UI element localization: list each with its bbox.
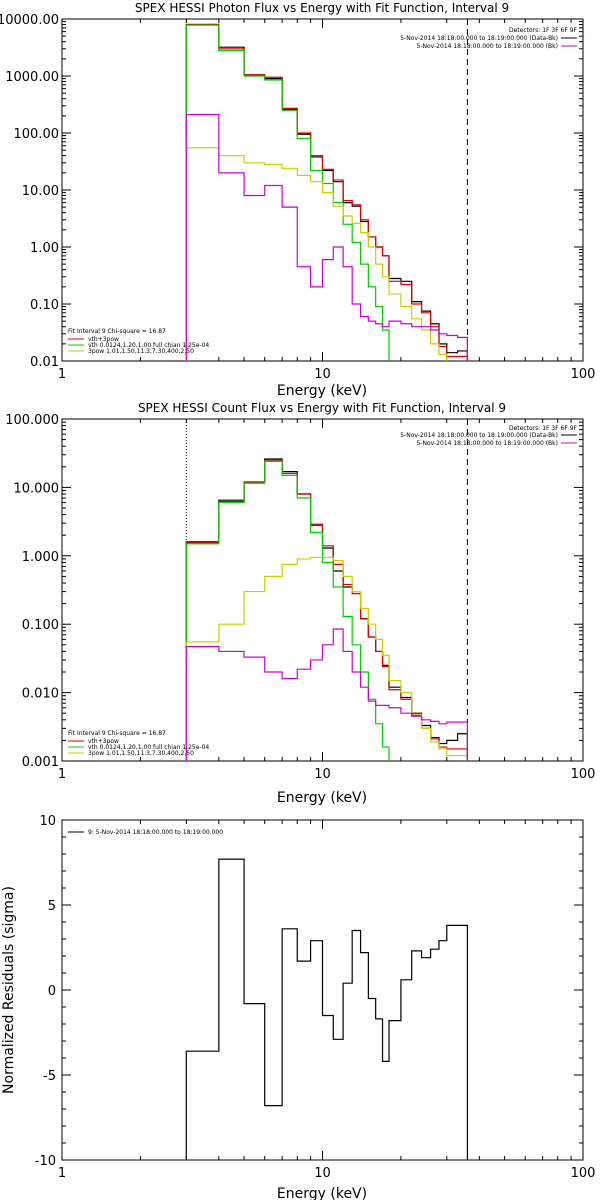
photon-flux-panel: SPEX HESSI Photon Flux vs Energy with Fi… bbox=[0, 1, 595, 399]
y-tick-label: 1.000 bbox=[22, 550, 59, 565]
series-3-line bbox=[185, 556, 469, 761]
legend-right: 5-Nov-2014 18:18:00.000 to 18:19:00.000 … bbox=[400, 35, 577, 50]
photon-flux-xlabel: Energy (keV) bbox=[277, 383, 367, 399]
y-tick-label: 10.00 bbox=[22, 184, 59, 199]
y-tick-label: 0.01 bbox=[30, 355, 59, 370]
legend-right-entry: 5-Nov-2014 18:18:00.000 to 18:19:00.000 … bbox=[400, 35, 558, 42]
legend-left-entry: vth+3pow bbox=[88, 738, 119, 745]
legend-left-entry: vth 0.0124,1.20,1.00 full chian 1.25e-04 bbox=[88, 342, 209, 349]
x-tick-label: 10 bbox=[314, 767, 331, 782]
residuals-ylabel: Normalized Residuals (sigma) bbox=[1, 886, 17, 1094]
y-tick-label: 0.10 bbox=[30, 298, 59, 313]
y-tick-label: 0.001 bbox=[22, 755, 59, 770]
y-tick-label: -10 bbox=[35, 1154, 56, 1169]
y-tick-label: 5 bbox=[48, 899, 56, 914]
residuals-panel: Energy (keV) Normalized Residuals (sigma… bbox=[1, 814, 595, 1200]
legend-right-entry: 5-Nov-2014 18:18:00.000 to 18:19:00.000 … bbox=[416, 43, 558, 50]
plot-frame bbox=[61, 418, 584, 762]
count-flux-panel: SPEX HESSI Count Flux vs Energy with Fit… bbox=[5, 401, 595, 806]
legend-left-entry: Fit Interval 9 Chi-square = 16.87 bbox=[68, 730, 166, 737]
legend-left-entry: vth 0.0124,1.20,1.00 full chian 1.25e-04 bbox=[88, 744, 209, 751]
series-group bbox=[185, 858, 469, 1160]
series-group bbox=[185, 23, 469, 361]
residuals-xlabel: Energy (keV) bbox=[277, 1186, 367, 1200]
legend-left: 9: 5-Nov-2014 18:18:00.000 to 18:19:00.0… bbox=[68, 829, 223, 836]
y-tick-label: -5 bbox=[43, 1069, 56, 1084]
x-tick-label: 10 bbox=[314, 367, 331, 382]
series-4-line bbox=[185, 114, 469, 361]
y-tick-label: 1000.00 bbox=[5, 70, 59, 85]
y-tick-label: 10 bbox=[39, 814, 56, 829]
x-tick-label: 10 bbox=[314, 1166, 331, 1181]
series-group bbox=[185, 458, 469, 761]
count-flux-xlabel: Energy (keV) bbox=[277, 790, 367, 806]
legend-left-entry: 9: 5-Nov-2014 18:18:00.000 to 18:19:00.0… bbox=[88, 829, 223, 836]
photon-flux-title: SPEX HESSI Photon Flux vs Energy with Fi… bbox=[135, 1, 509, 15]
legend-left: Fit Interval 9 Chi-square = 16.87 vth+3p… bbox=[68, 730, 209, 757]
y-tick-label: 0.010 bbox=[22, 687, 59, 702]
series-0-line bbox=[185, 23, 469, 361]
x-tick-label: 1 bbox=[58, 767, 66, 782]
x-tick-label: 1 bbox=[58, 1166, 66, 1181]
y-tick-label: 1.00 bbox=[30, 241, 59, 256]
series-3-line bbox=[185, 147, 448, 361]
legend-left-entry: 3pow 1.01,1.50,11.3,7.30,400,2.50 bbox=[88, 750, 194, 757]
y-tick-label: 10.000 bbox=[14, 481, 60, 496]
y-tick-label: 100.00 bbox=[14, 127, 60, 142]
y-tick-label: 100.000 bbox=[5, 413, 59, 428]
series-1-line bbox=[185, 23, 469, 361]
y-tick-label: 10000.00 bbox=[0, 13, 59, 28]
y-tick-label: 0 bbox=[48, 984, 56, 999]
series-4-line bbox=[185, 628, 469, 761]
legend-right-entry: 5-Nov-2014 18:18:00.000 to 18:19:00.000 … bbox=[416, 440, 558, 447]
count-flux-title: SPEX HESSI Count Flux vs Energy with Fit… bbox=[138, 401, 506, 415]
series-0-line bbox=[185, 858, 469, 1160]
y-tick-label: 0.100 bbox=[22, 618, 59, 633]
x-tick-label: 100 bbox=[571, 1166, 596, 1181]
x-tick-label: 100 bbox=[571, 367, 596, 382]
x-tick-label: 1 bbox=[58, 367, 66, 382]
legend-left-entry: Fit Interval 9 Chi-square = 16.87 bbox=[68, 328, 166, 335]
detectors-label: Detectors: 1F 3F 6F 9F bbox=[509, 425, 578, 432]
legend-right-entry: 5-Nov-2014 18:18:00.000 to 18:19:00.000 … bbox=[400, 432, 558, 439]
detectors-label: Detectors: 1F 3F 6F 9F bbox=[509, 27, 578, 34]
series-2-line bbox=[185, 460, 390, 761]
legend-right: 5-Nov-2014 18:18:00.000 to 18:19:00.000 … bbox=[400, 432, 577, 447]
legend-left: Fit Interval 9 Chi-square = 16.87 vth+3p… bbox=[68, 328, 209, 355]
legend-left-entry: vth+3pow bbox=[88, 336, 119, 343]
x-tick-label: 100 bbox=[571, 767, 596, 782]
series-2-line bbox=[185, 24, 390, 361]
legend-left-entry: 3pow 1.01,1.50,11.3,7.30,400,2.50 bbox=[88, 348, 194, 355]
